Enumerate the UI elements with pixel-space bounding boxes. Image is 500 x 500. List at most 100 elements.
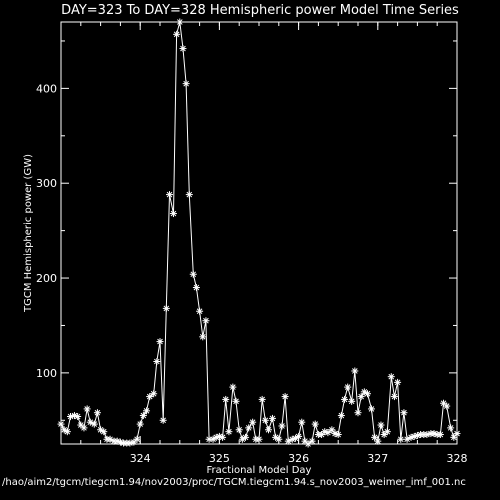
data-point bbox=[397, 435, 405, 443]
data-point bbox=[63, 428, 71, 436]
data-point bbox=[150, 390, 158, 398]
data-point bbox=[295, 432, 303, 440]
data-point bbox=[390, 393, 398, 401]
data-point bbox=[298, 418, 306, 426]
data-point bbox=[394, 378, 402, 386]
data-point bbox=[261, 416, 269, 424]
data-point bbox=[275, 435, 283, 443]
x-tick-label: 326 bbox=[288, 452, 309, 465]
data-point bbox=[249, 418, 257, 426]
data-point bbox=[383, 428, 391, 436]
data-point bbox=[74, 412, 82, 420]
data-point bbox=[156, 338, 164, 346]
x-tick-label: 325 bbox=[209, 452, 230, 465]
y-tick-label: 200 bbox=[36, 272, 57, 285]
y-axis: 100 200 300 400 bbox=[36, 40, 457, 421]
data-point bbox=[450, 433, 458, 441]
data-point bbox=[436, 431, 444, 439]
data-point bbox=[169, 210, 177, 218]
data-point bbox=[371, 433, 379, 441]
data-point bbox=[387, 373, 395, 381]
data-point bbox=[229, 383, 237, 391]
data-point bbox=[258, 395, 266, 403]
data-point bbox=[153, 357, 161, 365]
data-point bbox=[185, 191, 193, 199]
data-point bbox=[57, 420, 65, 428]
data-point bbox=[222, 395, 230, 403]
data-point bbox=[173, 30, 181, 38]
data-point bbox=[136, 420, 144, 428]
data-point bbox=[93, 409, 101, 417]
data-point bbox=[225, 428, 233, 436]
data-point bbox=[304, 440, 312, 448]
data-point bbox=[130, 438, 138, 446]
data-point bbox=[423, 431, 431, 439]
data-point bbox=[232, 397, 240, 405]
data-point bbox=[166, 191, 174, 199]
data-point bbox=[291, 434, 299, 442]
data-point bbox=[179, 45, 187, 53]
data-point bbox=[344, 383, 352, 391]
data-point bbox=[341, 395, 349, 403]
data-point bbox=[453, 430, 461, 438]
data-point bbox=[407, 433, 415, 441]
data-point bbox=[367, 405, 375, 413]
data-point bbox=[278, 422, 286, 430]
data-point bbox=[245, 424, 253, 432]
data-point bbox=[192, 284, 200, 292]
data-point bbox=[235, 426, 243, 434]
y-tick-label: 300 bbox=[36, 177, 57, 190]
data-point bbox=[182, 80, 190, 88]
series-hemispheric-power bbox=[57, 18, 461, 448]
data-point bbox=[265, 426, 273, 434]
data-point bbox=[301, 437, 309, 445]
data-point bbox=[146, 393, 154, 401]
chart-title: DAY=323 To DAY=328 Hemispheric power Mod… bbox=[61, 3, 459, 18]
data-point bbox=[90, 420, 98, 428]
y-tick-label: 100 bbox=[36, 367, 57, 380]
data-point bbox=[354, 409, 362, 417]
data-point bbox=[255, 435, 263, 443]
data-point bbox=[328, 426, 336, 434]
data-point bbox=[337, 412, 345, 420]
data-point bbox=[139, 412, 147, 420]
data-point bbox=[374, 437, 382, 445]
data-point bbox=[351, 367, 359, 375]
data-point bbox=[199, 333, 207, 341]
data-point bbox=[357, 393, 365, 401]
data-point bbox=[202, 317, 210, 325]
x-axis: 324 325 326 327 328 bbox=[60, 22, 468, 465]
x-tick-label: 328 bbox=[447, 452, 468, 465]
data-point bbox=[308, 437, 316, 445]
data-point bbox=[242, 433, 250, 441]
data-point bbox=[324, 429, 332, 437]
data-point bbox=[410, 432, 418, 440]
data-point bbox=[189, 270, 197, 278]
data-point bbox=[400, 409, 408, 417]
x-axis-title: Fractional Model Day bbox=[207, 465, 312, 476]
data-point bbox=[196, 307, 204, 315]
data-point bbox=[143, 407, 151, 415]
data-point bbox=[268, 414, 276, 422]
data-point bbox=[133, 435, 141, 443]
data-point bbox=[83, 405, 91, 413]
data-point bbox=[311, 420, 319, 428]
data-point bbox=[162, 304, 170, 312]
y-tick-label: 400 bbox=[36, 82, 57, 95]
x-tick-label: 327 bbox=[367, 452, 388, 465]
data-point bbox=[281, 393, 289, 401]
data-point bbox=[447, 424, 455, 432]
data-point bbox=[86, 418, 94, 426]
data-point bbox=[80, 424, 88, 432]
data-point bbox=[215, 432, 223, 440]
data-point bbox=[364, 390, 372, 398]
x-tick-label: 324 bbox=[130, 452, 151, 465]
data-point bbox=[70, 412, 78, 420]
data-point bbox=[100, 428, 108, 436]
data-point bbox=[377, 421, 385, 429]
footer-file-path: /hao/aim2/tgcm/tiegcm1.94/nov2003/proc/T… bbox=[2, 477, 466, 488]
y-axis-title: TGCM Hemispheric power (GW) bbox=[23, 154, 34, 313]
data-point bbox=[159, 416, 167, 424]
data-point bbox=[318, 431, 326, 439]
